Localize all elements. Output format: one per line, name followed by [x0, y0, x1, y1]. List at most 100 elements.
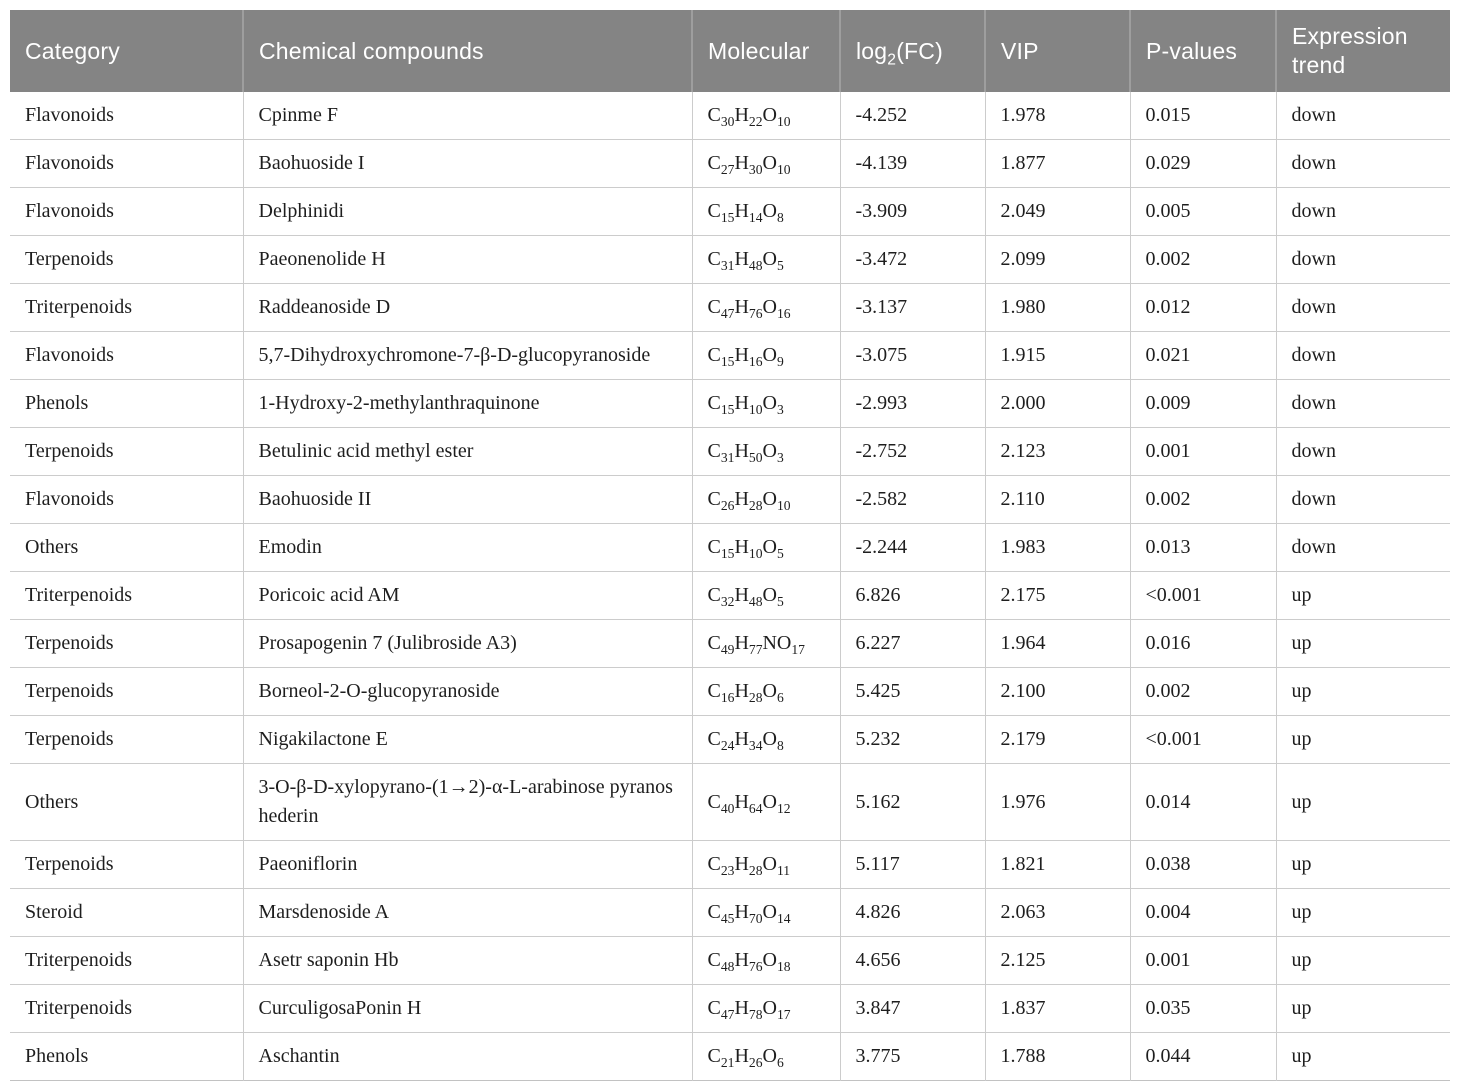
category-cell: Terpenoids — [10, 840, 243, 889]
molecular-formula-cell: C26H28O10 — [691, 475, 840, 524]
expression-trend-cell: down — [1275, 475, 1450, 524]
table-row: Flavonoids 5,7-Dihydroxychromone-7-β-D-g… — [10, 331, 1450, 380]
log2fc-cell: -3.137 — [839, 283, 985, 332]
molecular-formula-cell: C40H64O12 — [691, 763, 840, 841]
expression-trend-cell: up — [1275, 888, 1450, 937]
vip-cell: 2.100 — [984, 667, 1130, 716]
pvalue-cell: <0.001 — [1129, 571, 1276, 620]
category-cell: Phenols — [10, 379, 243, 428]
compound-name-cell: Cpinme F — [242, 92, 692, 140]
expression-trend-cell: down — [1275, 427, 1450, 476]
compound-name-cell: Emodin — [242, 523, 692, 572]
table-row: Triterpenoids Raddeanoside D C47H76O16 -… — [10, 283, 1450, 332]
pvalue-cell: 0.021 — [1129, 331, 1276, 380]
category-cell: Triterpenoids — [10, 283, 243, 332]
category-cell: Terpenoids — [10, 715, 243, 764]
category-cell: Flavonoids — [10, 139, 243, 188]
category-cell: Flavonoids — [10, 187, 243, 236]
vip-cell: 1.837 — [984, 984, 1130, 1033]
pvalue-cell: 0.005 — [1129, 187, 1276, 236]
log2fc-cell: 3.847 — [839, 984, 985, 1033]
compound-name-cell: Marsdenoside A — [242, 888, 692, 937]
log2fc-label-subscript: 2 — [887, 51, 897, 69]
table-row: Terpenoids Prosapogenin 7 (Julibroside A… — [10, 619, 1450, 668]
vip-cell: 2.049 — [984, 187, 1130, 236]
table-row: Terpenoids Paeonenolide H C31H48O5 -3.47… — [10, 235, 1450, 284]
molecular-formula-cell: C27H30O10 — [691, 139, 840, 188]
category-cell: Phenols — [10, 1032, 243, 1081]
compound-name-cell: Poricoic acid AM — [242, 571, 692, 620]
expression-trend-cell: up — [1275, 667, 1450, 716]
pvalue-cell: 0.001 — [1129, 427, 1276, 476]
vip-cell: 2.110 — [984, 475, 1130, 524]
category-cell: Triterpenoids — [10, 571, 243, 620]
expression-trend-cell: up — [1275, 936, 1450, 985]
pvalue-cell: 0.013 — [1129, 523, 1276, 572]
category-cell: Steroid — [10, 888, 243, 937]
molecular-formula-cell: C47H76O16 — [691, 283, 840, 332]
molecular-formula-cell: C30H22O10 — [691, 92, 840, 140]
pvalue-cell: 0.038 — [1129, 840, 1276, 889]
table-row: Triterpenoids Poricoic acid AM C32H48O5 … — [10, 571, 1450, 620]
molecular-formula-cell: C15H14O8 — [691, 187, 840, 236]
pvalue-cell: 0.044 — [1129, 1032, 1276, 1081]
expression-trend-cell: down — [1275, 235, 1450, 284]
vip-cell: 1.983 — [984, 523, 1130, 572]
table-row: Terpenoids Borneol-2-O-glucopyranoside C… — [10, 667, 1450, 716]
category-cell: Flavonoids — [10, 331, 243, 380]
table-row: Others 3-O-β-D-xylopyrano-(1→2)-α-L-arab… — [10, 763, 1450, 841]
pvalue-cell: 0.035 — [1129, 984, 1276, 1033]
category-cell: Triterpenoids — [10, 984, 243, 1033]
table-row: Triterpenoids Asetr saponin Hb C48H76O18… — [10, 936, 1450, 985]
vip-cell: 1.877 — [984, 139, 1130, 188]
category-cell: Flavonoids — [10, 92, 243, 140]
expression-trend-cell: up — [1275, 763, 1450, 841]
expression-trend-cell: down — [1275, 139, 1450, 188]
compound-name-cell: Baohuoside II — [242, 475, 692, 524]
compound-name-cell: 3-O-β-D-xylopyrano-(1→2)-α-L-arabinose p… — [242, 763, 692, 841]
compound-name-cell: Raddeanoside D — [242, 283, 692, 332]
compound-name-cell: Delphinidi — [242, 187, 692, 236]
molecular-formula-cell: C45H70O14 — [691, 888, 840, 937]
molecular-formula-cell: C23H28O11 — [691, 840, 840, 889]
pvalue-cell: 0.015 — [1129, 92, 1276, 140]
log2fc-cell: -2.244 — [839, 523, 985, 572]
expression-trend-cell: down — [1275, 283, 1450, 332]
pvalue-cell: 0.002 — [1129, 235, 1276, 284]
log2fc-cell: -2.752 — [839, 427, 985, 476]
table-body: Flavonoids Cpinme F C30H22O10 -4.252 1.9… — [10, 92, 1450, 1081]
vip-cell: 1.976 — [984, 763, 1130, 841]
compound-name-cell: Baohuoside I — [242, 139, 692, 188]
molecular-formula-cell: C16H28O6 — [691, 667, 840, 716]
log2fc-label-post: (FC) — [896, 37, 943, 64]
vip-cell: 2.063 — [984, 888, 1130, 937]
log2fc-cell: -3.909 — [839, 187, 985, 236]
molecular-formula-cell: C15H16O9 — [691, 331, 840, 380]
expression-trend-cell: up — [1275, 1032, 1450, 1081]
log2fc-cell: -4.252 — [839, 92, 985, 140]
vip-cell: 2.125 — [984, 936, 1130, 985]
log2fc-cell: -2.993 — [839, 379, 985, 428]
expression-trend-cell: up — [1275, 571, 1450, 620]
expression-trend-cell: down — [1275, 379, 1450, 428]
molecular-formula-cell: C32H48O5 — [691, 571, 840, 620]
category-cell: Terpenoids — [10, 619, 243, 668]
compound-name-cell: Prosapogenin 7 (Julibroside A3) — [242, 619, 692, 668]
category-cell: Terpenoids — [10, 427, 243, 476]
molecular-formula-cell: C15H10O5 — [691, 523, 840, 572]
log2fc-cell: 5.232 — [839, 715, 985, 764]
column-header-vip: VIP — [984, 10, 1130, 92]
compound-name-cell: Aschantin — [242, 1032, 692, 1081]
pvalue-cell: <0.001 — [1129, 715, 1276, 764]
log2fc-label-pre: log — [856, 37, 888, 64]
log2fc-cell: -3.472 — [839, 235, 985, 284]
expression-trend-cell: down — [1275, 523, 1450, 572]
molecular-formula-cell: C47H78O17 — [691, 984, 840, 1033]
log2fc-cell: -2.582 — [839, 475, 985, 524]
vip-cell: 1.980 — [984, 283, 1130, 332]
expression-trend-cell: down — [1275, 92, 1450, 140]
pvalue-cell: 0.016 — [1129, 619, 1276, 668]
table-row: Others Emodin C15H10O5 -2.244 1.983 0.01… — [10, 523, 1450, 572]
pvalue-cell: 0.004 — [1129, 888, 1276, 937]
category-cell: Terpenoids — [10, 235, 243, 284]
